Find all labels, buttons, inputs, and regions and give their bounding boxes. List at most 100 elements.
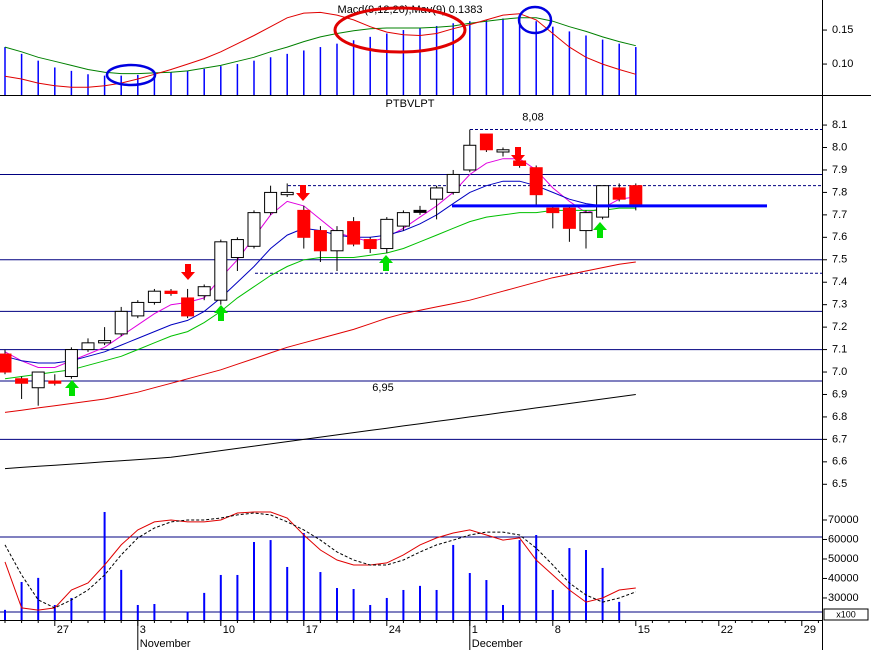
candle-body (264, 191, 278, 214)
candle-body (230, 239, 244, 259)
moving-average (4, 261, 636, 413)
volume-bar (203, 592, 206, 620)
macd-histogram-bar (435, 25, 438, 95)
volume-bar (286, 566, 289, 620)
macd-histogram-bar (336, 43, 338, 95)
macd-histogram-bar (319, 47, 322, 95)
macd-histogram-bar (518, 17, 521, 95)
macd-histogram-bar (87, 74, 89, 95)
candle-body (546, 207, 560, 214)
volume-bar (253, 542, 255, 620)
macd-histogram-bar (635, 47, 637, 95)
macd-histogram-bar (220, 66, 222, 95)
volume-bar (601, 567, 604, 620)
volume-bar (70, 597, 73, 620)
price-title: PTBVLPT (386, 98, 435, 110)
y-tick-label: 30000 (828, 592, 859, 604)
x-tick-label: 10 (223, 624, 235, 636)
volume-bar (518, 540, 521, 620)
x-tick-label: 1 (472, 624, 478, 636)
y-tick-label: 6.5 (832, 478, 847, 490)
macd-histogram-bar (585, 35, 587, 95)
macd-histogram-bar (452, 23, 454, 95)
candle-body (396, 212, 410, 227)
annotation: 8,08 (522, 111, 543, 123)
macd-histogram-bar (54, 67, 56, 95)
y-tick-label: 6.7 (832, 433, 847, 445)
volume-bar (37, 577, 40, 620)
candle-body (81, 342, 95, 351)
y-tick-label: 7.0 (832, 366, 847, 378)
y-tick-label: 0.10 (832, 58, 853, 70)
volume-bar (568, 548, 571, 620)
volume-bar (535, 534, 538, 620)
volume-bar (585, 550, 587, 620)
candle-body (413, 209, 427, 213)
macd-histogram-bar (236, 64, 239, 95)
volume-bar (419, 585, 421, 620)
unit-label: x100 (836, 609, 856, 619)
volume-bar (336, 588, 338, 620)
macd-histogram-bar (369, 36, 371, 95)
candle-body (98, 340, 112, 344)
macd-line (4, 11, 636, 88)
macd-histogram-bar (552, 26, 554, 96)
candle-body (247, 212, 261, 247)
candle-body (380, 218, 394, 250)
y-tick-label: 7.8 (832, 186, 847, 198)
candle-body (330, 230, 344, 252)
volume-bar (302, 533, 305, 620)
volume-bar (319, 572, 322, 620)
month-label: November (140, 638, 191, 650)
macd-histogram-bar (386, 33, 388, 95)
volume-bar (369, 604, 372, 620)
candle-body (197, 286, 211, 297)
macd-histogram-bar (70, 70, 73, 95)
highlight-ellipse (333, 6, 467, 54)
macd-histogram-bar (419, 28, 421, 95)
y-tick-label: 6.6 (832, 456, 847, 468)
buy-arrow (65, 380, 79, 396)
oscillator-line (4, 511, 636, 611)
x-tick-label: 27 (57, 624, 69, 636)
volume-bar (468, 573, 471, 620)
y-tick-label: 8.1 (832, 119, 847, 131)
macd-histogram-bar (4, 47, 6, 95)
y-tick-label: 70000 (828, 514, 859, 526)
macd-histogram-bar (253, 60, 255, 95)
macd-histogram-bar (37, 60, 39, 95)
volume-bar (269, 540, 272, 620)
y-tick-label: 8.0 (832, 141, 847, 153)
macd-title: Macd(9,12,26),Mav(9) 0.1383 (338, 4, 483, 16)
candle-body (164, 290, 178, 294)
macd-histogram-bar (20, 53, 23, 95)
macd-histogram-bar (485, 19, 488, 96)
macd-histogram-bar (502, 18, 504, 95)
volume-bar (452, 544, 455, 620)
candle-body (131, 301, 145, 317)
y-tick-label: 60000 (828, 533, 859, 545)
volume-bar (502, 604, 504, 620)
y-tick-label: 7.9 (832, 164, 847, 176)
volume-bar (385, 597, 388, 620)
oscillator-line (4, 512, 636, 609)
y-tick-label: 7.5 (832, 254, 847, 266)
macd-histogram-bar (402, 30, 405, 95)
candle-body (214, 241, 228, 301)
candle-body (147, 290, 161, 303)
x-tick-label: 22 (721, 624, 733, 636)
macd-histogram-bar (303, 50, 305, 95)
y-tick-label: 50000 (828, 553, 859, 565)
volume-bar (485, 580, 488, 620)
unit-box (823, 608, 869, 621)
sell-arrow (181, 264, 195, 280)
candle-body (48, 380, 62, 384)
candle-body (463, 144, 477, 171)
y-tick-label: 40000 (828, 572, 859, 584)
macd-histogram-bar (203, 68, 205, 95)
x-tick-label: 8 (555, 624, 561, 636)
macd-histogram-bar (469, 21, 471, 95)
moving-average (4, 158, 636, 368)
